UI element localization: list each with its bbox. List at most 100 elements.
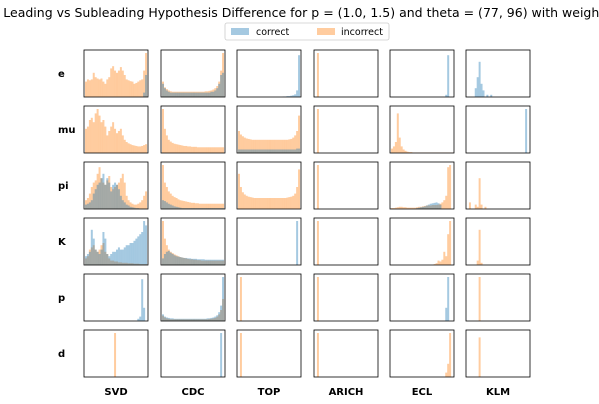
panel-pi-ECL [389, 161, 455, 210]
histogram-bar-correct [447, 277, 450, 321]
histogram-bar-incorrect [259, 139, 262, 153]
histogram-bar-incorrect [189, 259, 192, 265]
histogram-bar-incorrect [90, 187, 93, 209]
histogram-bar-correct [251, 149, 254, 153]
panel-frame [465, 273, 531, 322]
panel-frame [465, 105, 531, 154]
histogram-bar-incorrect [288, 139, 291, 153]
histogram-bar-incorrect [200, 319, 203, 321]
histogram-bar-incorrect [193, 146, 195, 153]
histogram-bar-correct [280, 149, 283, 153]
histogram-bar-incorrect [171, 142, 174, 153]
histogram-bar-correct [431, 203, 434, 209]
histogram-bar-correct [162, 83, 164, 97]
histogram-bar-incorrect [222, 203, 225, 209]
histogram-bar-incorrect [108, 131, 111, 153]
histogram-bar-incorrect [400, 146, 403, 153]
histogram-bar-correct [165, 202, 168, 209]
histogram-bar-correct [123, 247, 126, 265]
histogram-bar-correct [274, 149, 277, 153]
histogram-bar-correct [112, 184, 115, 209]
histogram-bar-correct [85, 256, 87, 265]
histogram-bar-incorrect [110, 260, 113, 265]
histogram-bar-correct [418, 207, 421, 209]
histogram-bar-correct [104, 238, 107, 265]
histogram-bar-incorrect [141, 145, 144, 153]
histogram-bar-correct [133, 207, 136, 209]
histogram-bar-correct [123, 202, 126, 209]
histogram-bar-incorrect [100, 122, 103, 153]
histogram-bar-correct [210, 91, 213, 97]
histogram-bar-incorrect [104, 126, 107, 153]
histogram-bar-incorrect [179, 257, 182, 265]
histogram-bar-incorrect [96, 251, 99, 265]
histogram-bar-incorrect [474, 204, 477, 209]
histogram-bar-correct [141, 279, 144, 321]
histogram-bar-incorrect [449, 333, 452, 377]
histogram-bar-incorrect [143, 70, 146, 97]
histogram-bar-correct [96, 251, 99, 265]
histogram-bar-incorrect [445, 195, 448, 209]
histogram-bar-correct [208, 259, 211, 265]
histogram-bar-correct [292, 95, 295, 97]
histogram-bar-incorrect [139, 202, 142, 209]
histogram-bar-correct [476, 77, 479, 97]
panel-frame [465, 161, 531, 210]
histogram-bar-correct [173, 92, 176, 97]
histogram-bar-incorrect [216, 316, 219, 321]
histogram-bar-incorrect [127, 200, 130, 209]
histogram-bar-incorrect [181, 257, 184, 265]
histogram-bar-correct [292, 149, 295, 153]
histogram-bar-incorrect [117, 70, 120, 97]
histogram-bar-correct [85, 204, 87, 209]
histogram-bar-incorrect [173, 143, 176, 153]
histogram-bar-correct [117, 247, 120, 265]
legend: correct incorrect [224, 22, 390, 41]
histogram-bar-incorrect [212, 260, 215, 265]
histogram-bar-correct [175, 92, 178, 97]
histogram-bar-incorrect [257, 198, 260, 209]
histogram-bar-incorrect [206, 319, 209, 321]
histogram-bar-correct [276, 149, 279, 153]
column-label-TOP: TOP [258, 387, 281, 398]
histogram-bar-correct [187, 92, 190, 97]
histogram-bar-correct [445, 94, 448, 97]
histogram-bar-correct [86, 203, 89, 209]
histogram-bar-incorrect [445, 256, 448, 265]
histogram-bar-incorrect [247, 138, 250, 153]
histogram-bar-correct [284, 149, 287, 153]
histogram-bar-correct [131, 207, 134, 209]
histogram-bar-incorrect [141, 264, 144, 265]
histogram-bar-incorrect [316, 277, 319, 321]
histogram-bar-correct [196, 318, 199, 321]
histogram-bar-incorrect [245, 138, 248, 153]
histogram-bar-incorrect [484, 206, 487, 209]
histogram-bar-correct [193, 92, 195, 97]
histogram-bar-incorrect [110, 126, 113, 153]
histogram-bar-incorrect [270, 198, 273, 209]
histogram-bar-incorrect [202, 319, 205, 321]
histogram-bar-correct [179, 257, 182, 265]
histogram-bar-incorrect [394, 207, 397, 209]
histogram-bar-incorrect [437, 260, 440, 265]
histogram-bar-correct [187, 208, 190, 209]
histogram-bar-incorrect [175, 91, 178, 97]
histogram-bar-incorrect [185, 91, 188, 97]
panel-K-TOP [236, 217, 302, 266]
histogram-bar-incorrect [423, 205, 426, 209]
histogram-bar-correct [218, 83, 221, 97]
histogram-bar-incorrect [418, 206, 421, 209]
histogram-bar-incorrect [102, 120, 105, 153]
panel-frame [465, 217, 531, 266]
histogram-bar-incorrect [92, 245, 95, 265]
histogram-bar-correct [278, 149, 281, 153]
histogram-bar-correct [204, 208, 207, 209]
histogram-bar-incorrect [406, 151, 409, 153]
histogram-bar-incorrect [139, 264, 142, 265]
histogram-bar-correct [220, 305, 223, 321]
histogram-bar-incorrect [208, 203, 211, 209]
histogram-bar-correct [187, 258, 190, 265]
histogram-bar-correct [169, 204, 172, 209]
panel-mu-KLM [465, 105, 531, 154]
histogram-bar-incorrect [208, 260, 211, 265]
